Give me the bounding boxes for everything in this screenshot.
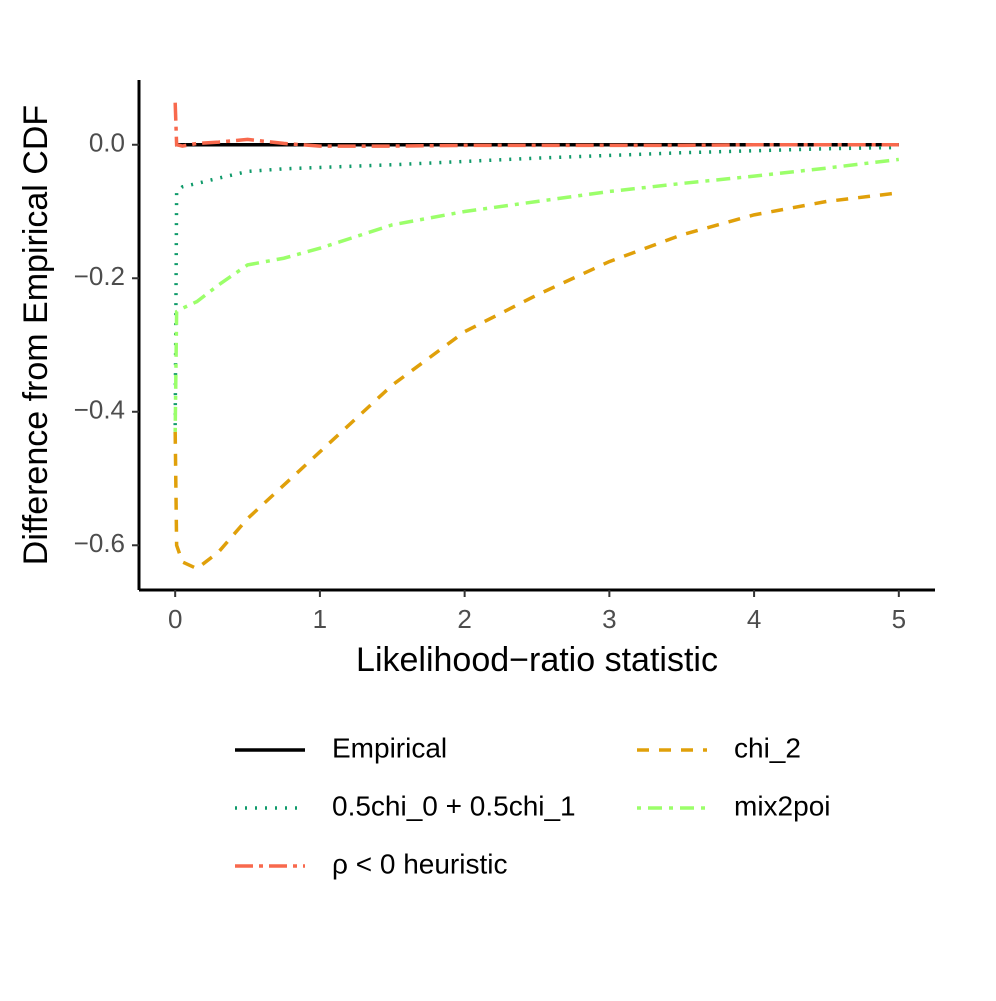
legend-label: Empirical bbox=[332, 732, 447, 763]
x-tick-label: 1 bbox=[313, 604, 327, 634]
legend-label: mix2poi bbox=[734, 790, 830, 821]
x-tick-label: 2 bbox=[457, 604, 471, 634]
x-axis-title: Likelihood−ratio statistic bbox=[356, 641, 718, 679]
legend-label: chi_2 bbox=[734, 732, 801, 763]
x-tick-label: 5 bbox=[892, 604, 906, 634]
series-line bbox=[173, 157, 900, 432]
x-tick-label: 3 bbox=[602, 604, 616, 634]
y-tick-label: −0.6 bbox=[74, 528, 125, 558]
y-tick-label: −0.2 bbox=[74, 261, 125, 291]
x-tick-label: 0 bbox=[168, 604, 182, 634]
y-tick-label: 0.0 bbox=[89, 128, 125, 158]
x-tick-label: 4 bbox=[747, 604, 761, 634]
y-axis-title: Difference from Empirical CDF bbox=[17, 105, 55, 565]
legend-label: 0.5chi_0 + 0.5chi_1 bbox=[332, 790, 576, 821]
y-tick-label: −0.4 bbox=[74, 395, 125, 425]
series-line bbox=[173, 191, 900, 571]
legend-label: ρ < 0 heuristic bbox=[332, 848, 507, 879]
series-line bbox=[173, 102, 899, 148]
series-line bbox=[173, 145, 899, 426]
